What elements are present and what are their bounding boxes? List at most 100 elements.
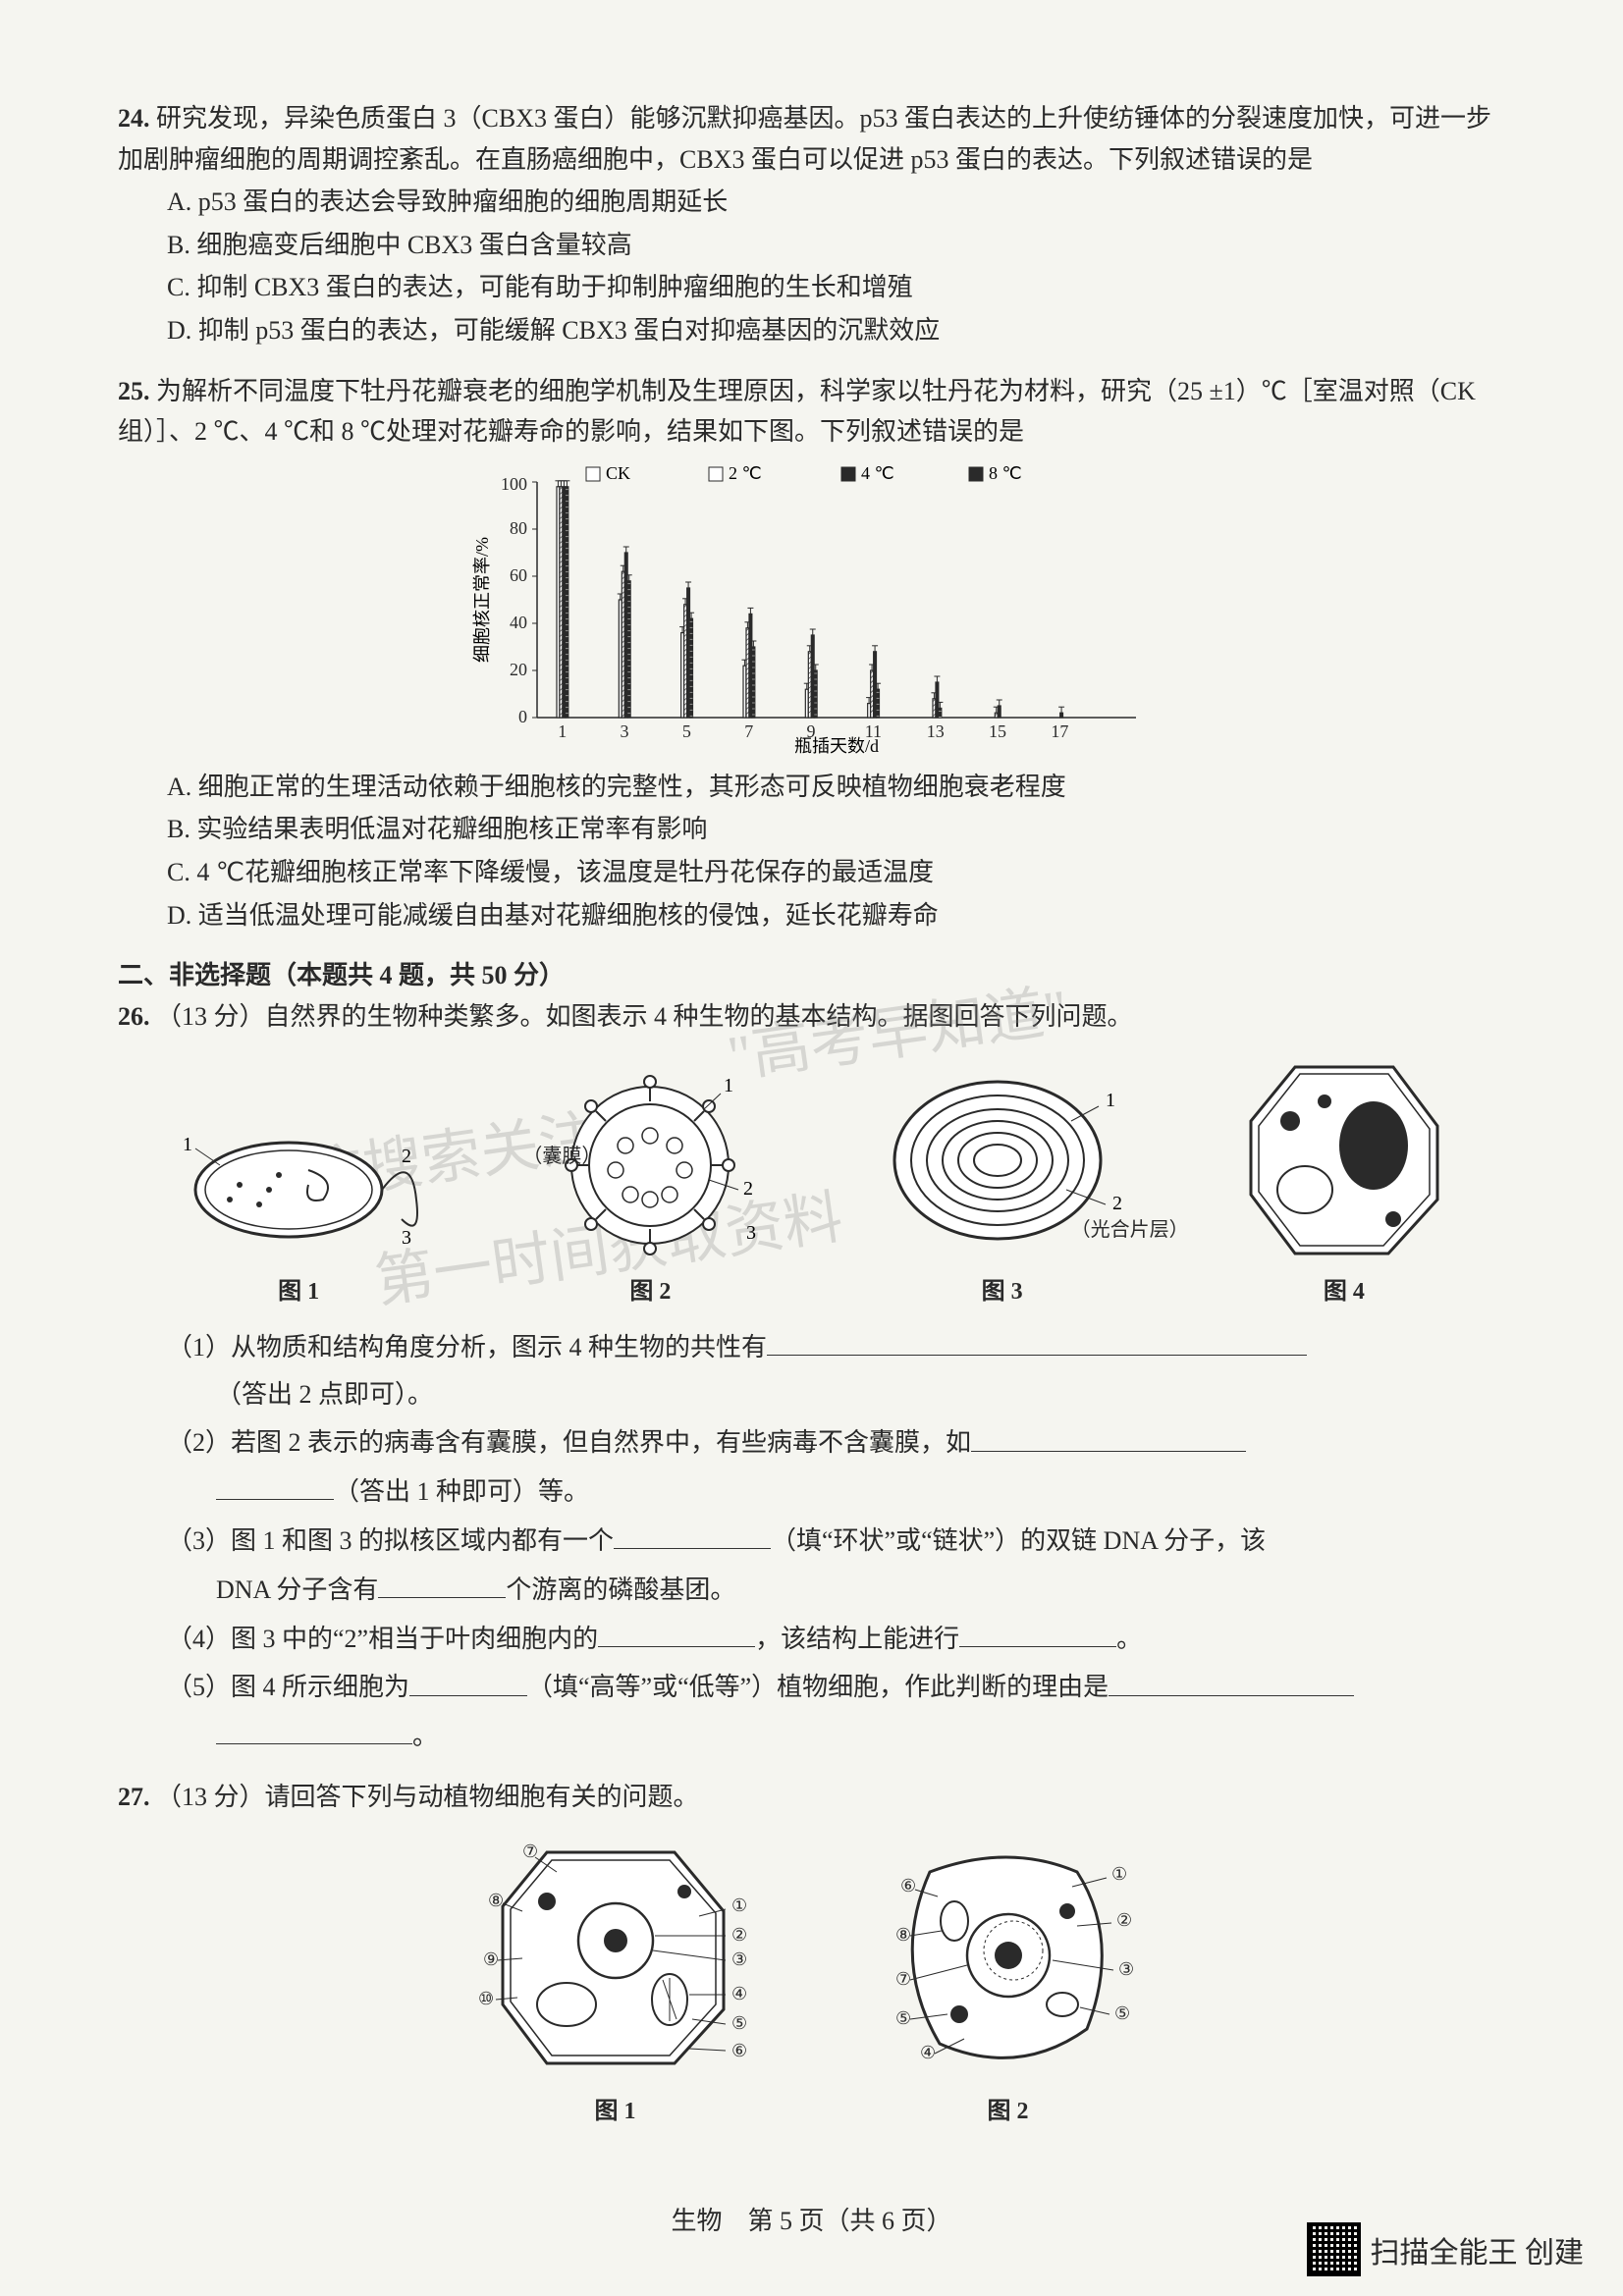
q25-option-a: A. 细胞正常的生理活动依赖于细胞核的完整性，其形态可反映植物细胞衰老程度 <box>118 767 1505 808</box>
svg-text:2: 2 <box>743 1178 753 1200</box>
q26-sub3c: DNA 分子含有 <box>216 1575 378 1604</box>
q27-figures-row: ⑦ ⑧ ⑨ ⑩ ① ② ③ ④ ⑤ ⑥ 图 1 <box>118 1833 1505 2130</box>
legend-ck: CK <box>606 463 630 483</box>
blank <box>767 1325 1307 1356</box>
svg-text:④: ④ <box>731 1984 747 2003</box>
q26-sub4a: （4）图 3 中的“2”相当于叶肉细胞内的 <box>167 1625 598 1653</box>
bacterium-svg: 1 2 3 <box>171 1092 426 1268</box>
q26-sub3-cont: DNA 分子含有 个游离的磷酸基团。 <box>118 1568 1505 1611</box>
q26-stem: （13 分）自然界的生物种类繁多。如图表示 4 种生物的基本结构。据图回答下列问… <box>156 1002 1133 1031</box>
question-26: 26. （13 分）自然界的生物种类繁多。如图表示 4 种生物的基本结构。据图回… <box>118 996 1505 1757</box>
blank <box>959 1617 1116 1647</box>
q24-stem: 研究发现，异染色质蛋白 3（CBX3 蛋白）能够沉默抑癌基因。p53 蛋白表达的… <box>118 104 1491 174</box>
svg-text:1: 1 <box>183 1134 192 1155</box>
q26-sub2b: （答出 1 种即可）等。 <box>334 1477 589 1506</box>
svg-text:①: ① <box>1111 1864 1127 1884</box>
scanner-badge: 扫描全能王 创建 <box>1307 2222 1585 2276</box>
svg-text:②: ② <box>1116 1910 1132 1930</box>
q26-sub4: （4）图 3 中的“2”相当于叶肉细胞内的 ，该结构上能进行 。 <box>118 1617 1505 1660</box>
fig3-layer-label: （光合片层） <box>1071 1214 1189 1246</box>
q26-sub5b: （填“高等”或“低等”）植物细胞，作此判断的理由是 <box>527 1674 1109 1702</box>
svg-text:7: 7 <box>744 721 753 741</box>
q26-sub3d: 个游离的磷酸基团。 <box>506 1575 735 1604</box>
q27-figure-1: ⑦ ⑧ ⑨ ⑩ ① ② ③ ④ ⑤ ⑥ 图 1 <box>478 1833 753 2130</box>
blank <box>216 1714 412 1744</box>
q25-option-d: D. 适当低温处理可能减缓自由基对花瓣细胞核的侵蚀，延长花瓣寿命 <box>118 895 1505 936</box>
svg-text:3: 3 <box>620 721 628 741</box>
blank <box>971 1420 1246 1451</box>
legend-8c: 8 ℃ <box>989 463 1022 483</box>
q27-stem: （13 分）请回答下列与动植物细胞有关的问题。 <box>156 1783 699 1811</box>
blank <box>614 1519 771 1549</box>
svg-text:⑦: ⑦ <box>895 1969 911 1989</box>
q26-sub3b: （填“环状”或“链状”）的双链 DNA 分子，该 <box>771 1526 1266 1555</box>
q24-number: 24. <box>118 104 150 133</box>
q26-sub4b: ，该结构上能进行 <box>755 1625 959 1653</box>
q26-sub2a: （2）若图 2 表示的病毒含有囊膜，但自然界中，有些病毒不含囊膜，如 <box>167 1429 971 1458</box>
svg-text:1: 1 <box>1106 1090 1115 1111</box>
figure-4: 图 4 <box>1236 1052 1452 1310</box>
q25-option-b: B. 实验结果表明低温对花瓣细胞核正常率有影响 <box>118 809 1505 850</box>
svg-text:①: ① <box>731 1896 747 1915</box>
q26-sub3a: （3）图 1 和图 3 的拟核区域内都有一个 <box>167 1526 614 1555</box>
figure-2: 1 2 3 （囊膜） 图 2 <box>532 1052 768 1310</box>
svg-text:80: 80 <box>510 518 527 538</box>
blank <box>378 1568 506 1598</box>
svg-text:⑤: ⑤ <box>895 2008 911 2028</box>
q26-sub5-cont: 。 <box>118 1714 1505 1757</box>
q25-number: 25. <box>118 377 150 405</box>
svg-text:15: 15 <box>989 721 1006 741</box>
svg-text:⑩: ⑩ <box>478 1989 494 2008</box>
svg-text:5: 5 <box>681 721 690 741</box>
svg-text:13: 13 <box>926 721 944 741</box>
question-27: 27. （13 分）请回答下列与动植物细胞有关的问题。 ⑦ ⑧ ⑨ ⑩ <box>118 1777 1505 2130</box>
svg-text:③: ③ <box>731 1949 747 1969</box>
q27-fig2-caption: 图 2 <box>871 2093 1146 2130</box>
svg-text:2: 2 <box>402 1146 411 1167</box>
q24-option-c: C. 抑制 CBX3 蛋白的表达，可能有助于抑制肿瘤细胞的生长和增殖 <box>118 267 1505 308</box>
qr-icon <box>1307 2222 1361 2276</box>
svg-text:0: 0 <box>518 707 527 726</box>
q26-sub2-cont: （答出 1 种即可）等。 <box>118 1469 1505 1513</box>
svg-text:2: 2 <box>1112 1193 1122 1214</box>
svg-text:9: 9 <box>806 721 815 741</box>
svg-text:11: 11 <box>864 721 881 741</box>
svg-text:20: 20 <box>510 660 527 679</box>
q26-sub1b: （答出 2 点即可）。 <box>216 1380 433 1409</box>
animal-cell-svg: ⑥ ⑧ ⑦ ⑤ ④ ① ② ③ ⑤ <box>871 1833 1146 2088</box>
svg-text:⑤: ⑤ <box>1114 2003 1130 2023</box>
svg-text:1: 1 <box>724 1075 733 1096</box>
q24-option-d: D. 抑制 p53 蛋白的表达，可能缓解 CBX3 蛋白对抑癌基因的沉默效应 <box>118 310 1505 351</box>
q26-sub4c: 。 <box>1116 1625 1142 1653</box>
plant-cell2-svg: ⑦ ⑧ ⑨ ⑩ ① ② ③ ④ ⑤ ⑥ <box>478 1833 753 2088</box>
q26-sub1: （1）从物质和结构角度分析，图示 4 种生物的共性有 <box>118 1325 1505 1368</box>
svg-text:17: 17 <box>1051 721 1068 741</box>
q26-sub5a: （5）图 4 所示细胞为 <box>167 1674 409 1702</box>
blank <box>409 1665 527 1695</box>
chart-ylabel: 细胞核正常率/% <box>472 537 492 663</box>
fig4-caption: 图 4 <box>1236 1273 1452 1310</box>
q27-number: 27. <box>118 1783 150 1811</box>
svg-text:3: 3 <box>402 1227 411 1249</box>
figure-1: 1 2 3 图 1 <box>171 1092 426 1310</box>
svg-text:⑧: ⑧ <box>488 1891 504 1910</box>
blank <box>598 1617 755 1647</box>
svg-text:⑤: ⑤ <box>731 2013 747 2033</box>
q27-figure-2: ⑥ ⑧ ⑦ ⑤ ④ ① ② ③ ⑤ 图 2 <box>871 1833 1146 2130</box>
bar-chart-svg: 0 20 40 60 80 100 细胞核正常率/% 瓶插天数/d CK 2 ℃… <box>468 462 1156 757</box>
q24-option-b: B. 细胞癌变后细胞中 CBX3 蛋白含量较高 <box>118 225 1505 266</box>
svg-text:⑥: ⑥ <box>900 1876 916 1896</box>
svg-text:100: 100 <box>501 474 527 494</box>
svg-text:40: 40 <box>510 613 527 632</box>
legend-4c: 4 ℃ <box>861 463 894 483</box>
q26-sub5c: 。 <box>412 1722 438 1750</box>
q26-sub5: （5）图 4 所示细胞为 （填“高等”或“低等”）植物细胞，作此判断的理由是 <box>118 1665 1505 1708</box>
svg-text:1: 1 <box>558 721 567 741</box>
q26-sub2: （2）若图 2 表示的病毒含有囊膜，但自然界中，有些病毒不含囊膜，如 <box>118 1420 1505 1464</box>
q26-number: 26. <box>118 1002 150 1031</box>
q26-sub1-cont: （答出 2 点即可）。 <box>118 1374 1505 1415</box>
svg-text:②: ② <box>731 1925 747 1945</box>
svg-text:③: ③ <box>1118 1959 1134 1979</box>
svg-text:④: ④ <box>920 2043 936 2062</box>
svg-text:⑧: ⑧ <box>895 1925 911 1945</box>
